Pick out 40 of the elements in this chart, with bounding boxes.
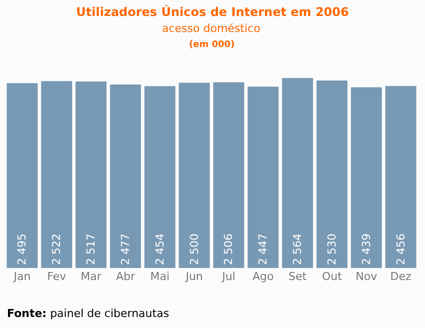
data-label: 2 454 <box>153 234 166 265</box>
x-tick-label: Dez <box>390 270 412 283</box>
data-label: 2 564 <box>291 234 304 265</box>
bar <box>282 78 314 268</box>
data-label: 2 447 <box>256 234 270 265</box>
x-tick-label: Ago <box>252 270 274 283</box>
bar <box>6 83 38 268</box>
data-label: 2 530 <box>325 234 338 265</box>
bar <box>350 87 382 268</box>
data-label: 2 517 <box>84 234 98 265</box>
data-label: 2 456 <box>394 234 408 265</box>
x-tick-label: Mai <box>150 270 170 283</box>
bar <box>178 82 210 268</box>
x-tick-label: Jan <box>12 270 31 283</box>
bar <box>385 86 416 268</box>
bar <box>248 86 279 268</box>
x-tick-label: Fev <box>47 270 67 283</box>
chart-title: Utilizadores Únicos de Internet em 2006 <box>76 4 349 20</box>
chart-subtitle: acesso doméstico <box>162 22 261 35</box>
bar <box>213 82 244 268</box>
bar <box>76 81 107 268</box>
data-label: 2 522 <box>50 234 64 265</box>
data-label: 2 506 <box>222 234 236 265</box>
data-label: 2 477 <box>118 234 132 265</box>
bar <box>110 84 141 268</box>
bar <box>41 81 72 268</box>
data-label: 2 500 <box>188 234 201 265</box>
bar <box>316 80 348 268</box>
data-label: 2 495 <box>16 234 29 265</box>
source-note: Fonte: painel de cibernautas <box>7 307 170 320</box>
x-tick-label: Out <box>322 270 343 283</box>
x-tick-label: Mar <box>80 270 102 283</box>
x-tick-label: Abr <box>116 270 136 283</box>
x-tick-label: Jun <box>184 270 203 283</box>
x-tick-label: Jul <box>221 270 236 283</box>
bar <box>144 86 176 268</box>
data-label: 2 439 <box>360 234 373 265</box>
x-tick-label: Set <box>288 270 308 283</box>
x-tick-label: Nov <box>356 270 378 283</box>
text: (em 000) <box>189 40 235 50</box>
